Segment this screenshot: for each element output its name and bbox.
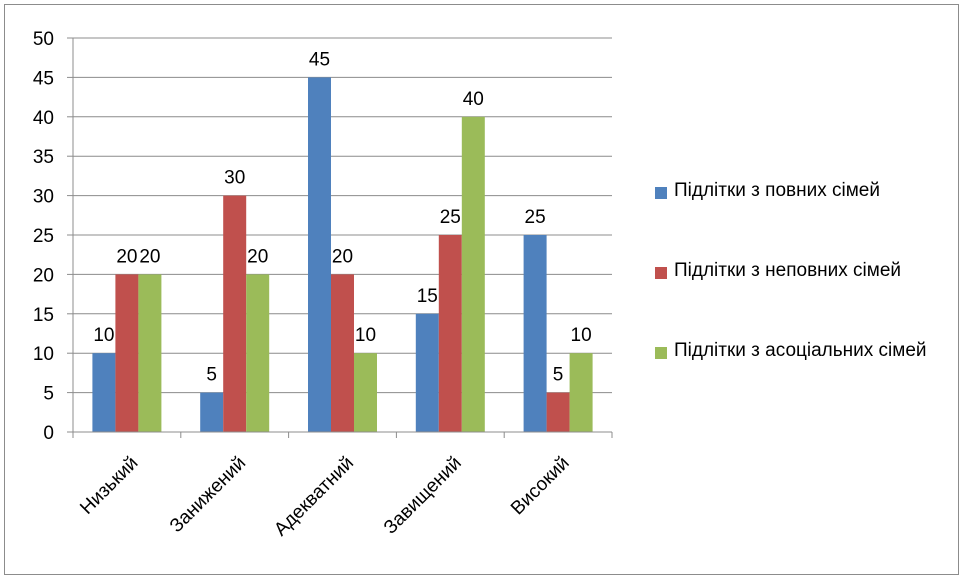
data-label: 40 — [463, 89, 484, 110]
data-label: 30 — [224, 168, 245, 189]
data-label: 10 — [571, 325, 592, 346]
legend-label: Підлітки з повних сімей — [674, 180, 880, 201]
data-label: 5 — [206, 365, 217, 386]
bar — [115, 274, 139, 432]
bar — [461, 116, 485, 433]
data-label: 20 — [247, 246, 268, 267]
y-tick-label: 0 — [43, 423, 54, 444]
data-label: 20 — [332, 246, 353, 267]
x-category-label: Високий — [507, 453, 574, 520]
legend-swatch — [655, 267, 667, 279]
bar — [523, 235, 547, 432]
data-label: 45 — [309, 49, 330, 70]
axes — [67, 37, 613, 438]
x-category-label: Низький — [76, 453, 142, 519]
bar — [415, 313, 439, 432]
legend-label: Підлітки з неповних сімей — [674, 260, 902, 281]
data-label: 25 — [440, 207, 461, 228]
bar — [354, 353, 377, 432]
legend-swatch — [655, 347, 667, 359]
y-tick-label: 25 — [33, 226, 54, 247]
data-label: 10 — [93, 325, 114, 346]
y-tick-label: 20 — [33, 265, 54, 286]
bars — [92, 77, 593, 433]
bar — [223, 195, 247, 432]
bar — [246, 274, 270, 432]
data-label: 5 — [553, 365, 564, 386]
data-label: 20 — [139, 246, 160, 267]
bar — [92, 353, 116, 432]
y-tick-label: 15 — [33, 305, 54, 326]
y-tick-label: 50 — [33, 29, 54, 50]
x-category-label: Завищений — [380, 453, 466, 539]
bar — [200, 392, 224, 432]
bar — [546, 392, 570, 432]
legend-item-full-families: Підлітки з повних сімей — [655, 180, 944, 207]
y-tick-label: 10 — [33, 344, 54, 365]
data-label: 25 — [525, 207, 546, 228]
y-tick-label: 35 — [33, 147, 54, 168]
bar — [438, 235, 462, 432]
data-label: 20 — [116, 246, 137, 267]
data-label: 15 — [417, 286, 438, 307]
y-tick-label: 40 — [33, 108, 54, 129]
legend-swatch — [655, 187, 667, 199]
y-tick-label: 45 — [33, 68, 54, 89]
bar — [569, 353, 593, 432]
y-tick-label: 30 — [33, 187, 54, 208]
x-category-label: Адекватний — [270, 453, 358, 541]
x-category-label: Занижений — [166, 453, 250, 537]
bar — [308, 77, 331, 433]
legend-item-incomplete-families: Підлітки з неповних сімей — [655, 260, 944, 287]
y-tick-label: 5 — [43, 384, 54, 405]
data-label: 10 — [355, 325, 376, 346]
gridlines — [73, 37, 612, 394]
bar — [331, 274, 354, 432]
legend-label: Підлітки з асоціальних сімей — [674, 340, 927, 361]
legend-item-asocial-families: Підлітки з асоціальних сімей — [655, 340, 944, 367]
bar — [138, 274, 162, 432]
